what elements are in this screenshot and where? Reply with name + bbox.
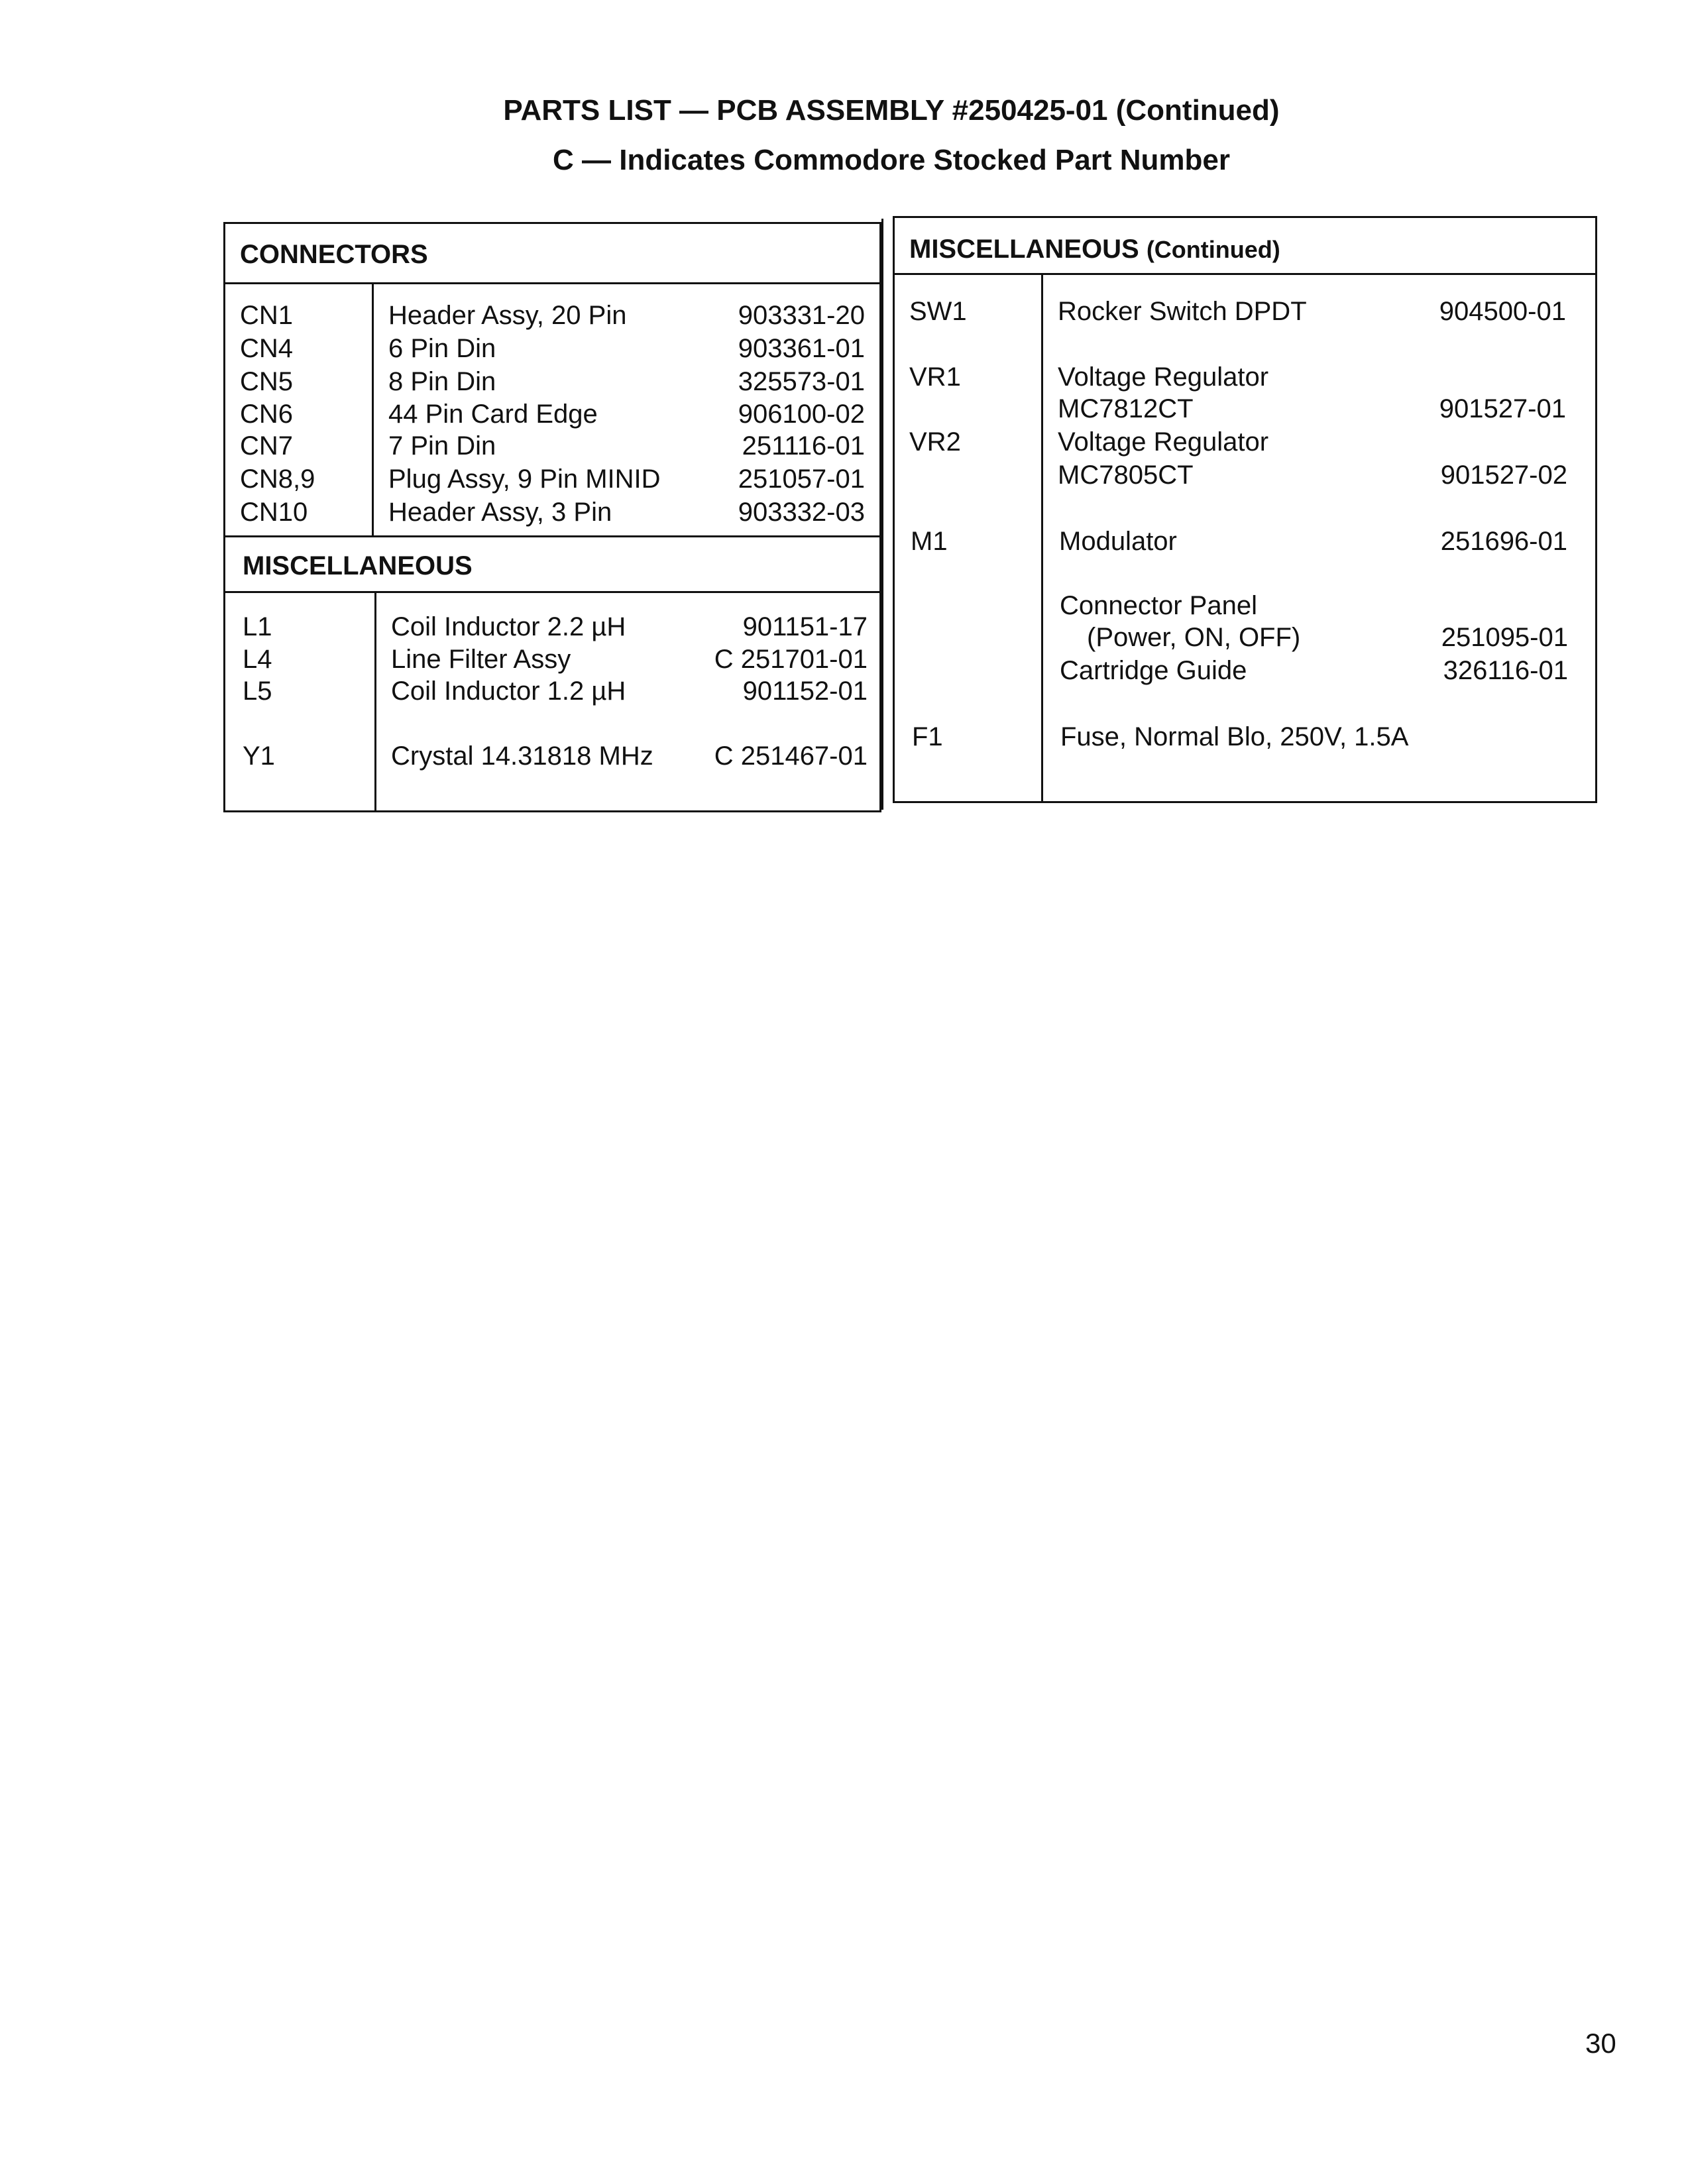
ref: CN8,9 <box>240 464 315 494</box>
description: 8 Pin Din <box>388 367 496 396</box>
part-number: 904500-01 <box>1439 297 1566 326</box>
description: Coil Inductor 1.2 µH <box>391 677 626 706</box>
part-number: 901152-01 <box>742 677 868 706</box>
ref: M1 <box>911 527 948 556</box>
description: 44 Pin Card Edge <box>388 400 598 429</box>
part-number: 901527-02 <box>1440 461 1567 490</box>
divider <box>223 535 881 537</box>
description: MC7812CT <box>1058 394 1194 423</box>
ref: CN4 <box>240 334 294 363</box>
page-number: 30 <box>1585 2028 1616 2059</box>
section-header-misc-continued: MISCELLANEOUS (Continued) <box>909 235 1280 264</box>
description: Coil Inductor 2.2 µH <box>391 612 626 641</box>
divider <box>374 591 376 812</box>
part-number: 901527-01 <box>1439 394 1566 423</box>
part-number: 251116-01 <box>742 431 865 461</box>
description: Connector Panel <box>1060 591 1257 620</box>
ref: L5 <box>243 677 272 706</box>
divider <box>1041 273 1043 803</box>
right-table <box>893 216 1597 803</box>
part-number: 903361-01 <box>738 334 865 363</box>
part-number: 903332-03 <box>738 498 865 527</box>
description: 7 Pin Din <box>388 431 496 461</box>
part-number: 251696-01 <box>1440 527 1567 556</box>
part-number: 325573-01 <box>738 367 865 396</box>
description: Cartridge Guide <box>1060 656 1247 685</box>
part-number: C 251467-01 <box>714 741 868 771</box>
ref: L4 <box>243 645 272 674</box>
description: Line Filter Assy <box>391 645 571 674</box>
description: (Power, ON, OFF) <box>1087 623 1301 652</box>
description: Modulator <box>1059 527 1177 556</box>
description: MC7805CT <box>1058 461 1194 490</box>
ref: CN7 <box>240 431 294 461</box>
part-number: 251095-01 <box>1441 623 1568 652</box>
description: Crystal 14.31818 MHz <box>391 741 653 771</box>
header-text: MISCELLANEOUS <box>909 235 1139 264</box>
page-subtitle: C — Indicates Commodore Stocked Part Num… <box>553 144 1230 176</box>
divider <box>881 219 883 810</box>
divider <box>223 591 881 593</box>
page-title: PARTS LIST — PCB ASSEMBLY #250425-01 (Co… <box>503 94 1280 127</box>
left-table <box>223 222 881 812</box>
ref: SW1 <box>909 297 967 326</box>
ref: Y1 <box>243 741 275 771</box>
description: Voltage Regulator <box>1058 427 1269 457</box>
part-number: 903331-20 <box>738 301 865 330</box>
description: Voltage Regulator <box>1058 362 1269 392</box>
description: Header Assy, 3 Pin <box>388 498 612 527</box>
description: 6 Pin Din <box>388 334 496 363</box>
part-number: 901151-17 <box>742 612 868 641</box>
description: Rocker Switch DPDT <box>1058 297 1307 326</box>
divider <box>893 273 1597 275</box>
section-header-miscellaneous: MISCELLANEOUS <box>243 551 473 580</box>
part-number: 326116-01 <box>1443 656 1568 685</box>
ref: F1 <box>912 722 943 751</box>
part-number: 906100-02 <box>738 400 865 429</box>
description: Header Assy, 20 Pin <box>388 301 627 330</box>
description: Plug Assy, 9 Pin MINID <box>388 464 661 494</box>
header-suffix: (Continued) <box>1146 236 1280 263</box>
section-header-connectors: CONNECTORS <box>240 240 428 269</box>
ref: CN5 <box>240 367 294 396</box>
ref: VR2 <box>909 427 961 457</box>
divider <box>372 282 374 535</box>
description: Fuse, Normal Blo, 250V, 1.5A <box>1060 722 1409 751</box>
ref: CN10 <box>240 498 308 527</box>
ref: CN1 <box>240 301 294 330</box>
ref: VR1 <box>909 362 961 392</box>
ref: L1 <box>243 612 272 641</box>
part-number: 251057-01 <box>738 464 865 494</box>
part-number: C 251701-01 <box>714 645 868 674</box>
divider <box>223 282 881 284</box>
ref: CN6 <box>240 400 294 429</box>
